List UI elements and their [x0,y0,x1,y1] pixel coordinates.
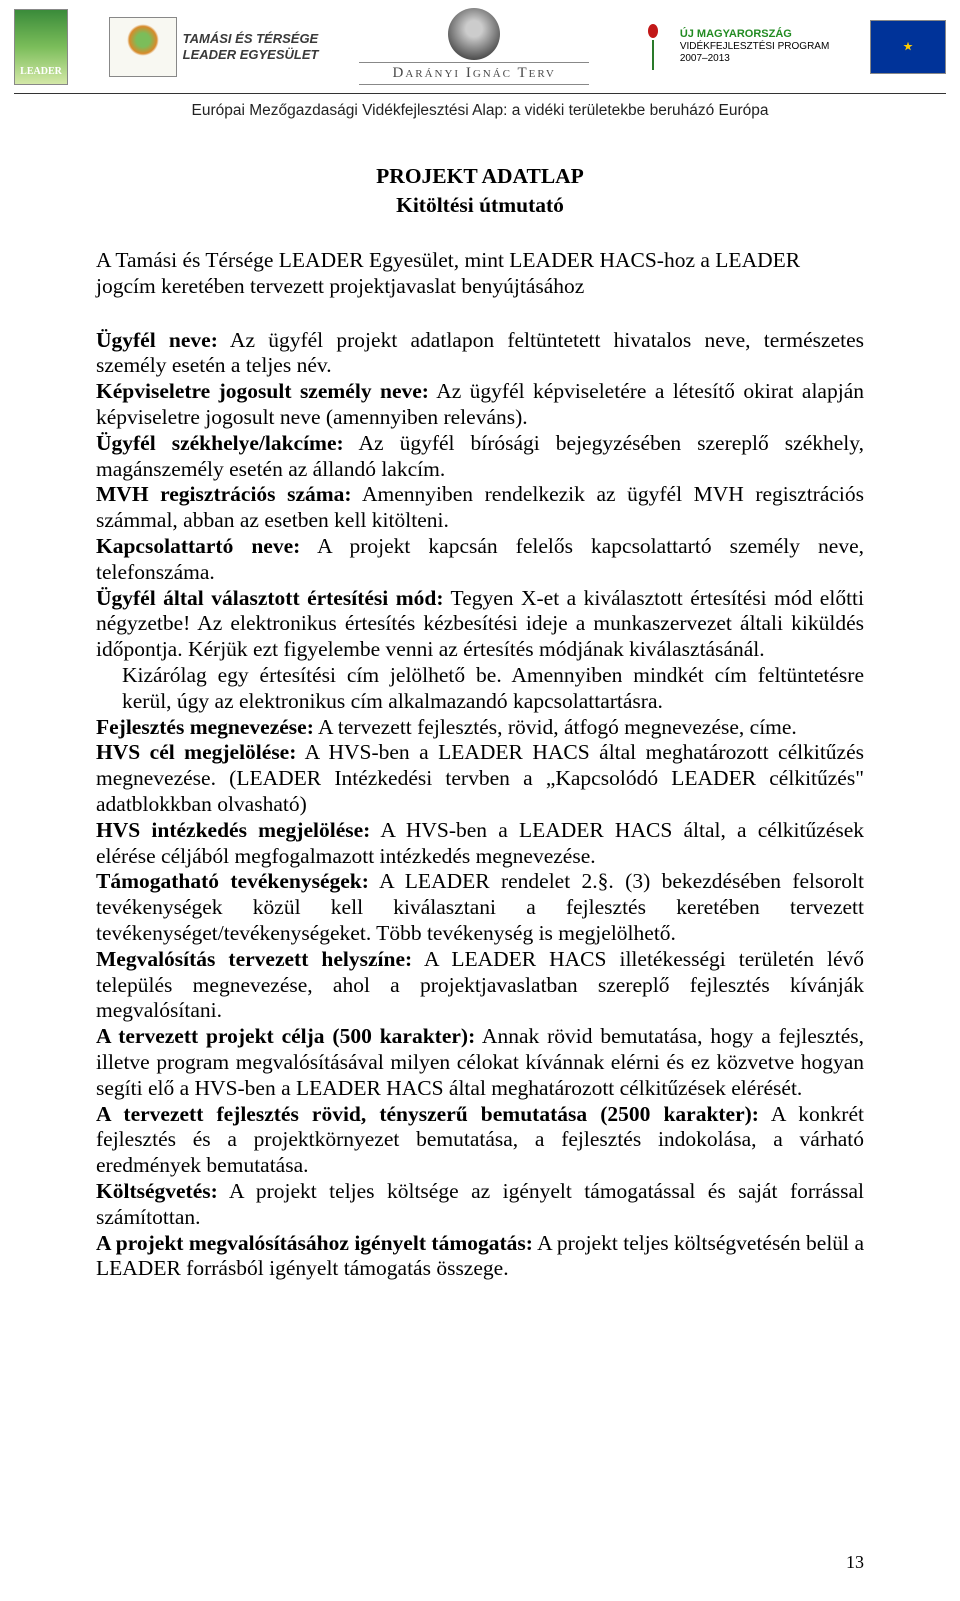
portrait-icon [448,8,500,60]
header-divider [14,93,946,94]
para-7: Fejlesztés megnevezése: A tervezett fejl… [96,715,864,741]
para-5: Kapcsolattartó neve: A projekt kapcsán f… [96,534,864,586]
para-9: HVS intézkedés megjelölése: A HVS-ben a … [96,818,864,870]
logo-umvp: ÚJ MAGYARORSZÁG VIDÉKFEJLESZTÉSI PROGRAM… [630,18,829,76]
tamasi-emblem [109,17,177,77]
umvp-line1: ÚJ MAGYARORSZÁG [680,28,792,40]
tree-icon [127,24,159,56]
leader-box: LEADER [14,9,68,85]
para-6a: Kizárólag egy értesítési cím jelölhető b… [96,663,864,715]
tamasi-line1: TAMÁSI ÉS TÉRSÉGE [183,31,319,47]
logo-leader: LEADER [14,9,68,85]
para-13: A tervezett fejlesztés rövid, tényszerű … [96,1102,864,1179]
logo-daranyi: Darányi Ignác Terv [359,8,589,85]
umvp-line3: 2007–2013 [680,53,730,64]
umvp-line2: VIDÉKFEJLESZTÉSI PROGRAM [680,41,829,52]
title-line2: Kitöltési útmutató [396,193,564,217]
daranyi-text: Darányi Ignác Terv [359,62,589,85]
page-number: 13 [846,1552,864,1573]
para-12: A tervezett projekt célja (500 karakter)… [96,1024,864,1101]
flower-icon [630,18,676,76]
para-14: Költségvetés: A projekt teljes költsége … [96,1179,864,1231]
logo-tamasi: TAMÁSI ÉS TÉRSÉGE LEADER EGYESÜLET [109,17,319,77]
doc-subtitle: A Tamási és Térsége LEADER Egyesület, mi… [96,248,864,300]
para-1: Ügyfél neve: Az ügyfél projekt adatlapon… [96,328,864,380]
eu-stars-icon: ⋆ [871,21,945,73]
header-subtext: Európai Mezőgazdasági Vidékfejlesztési A… [0,102,960,120]
content: PROJEKT ADATLAP Kitöltési útmutató A Tam… [0,162,960,1282]
para-2: Képviseletre jogosult személy neve: Az ü… [96,379,864,431]
title-line1: PROJEKT ADATLAP [376,164,584,188]
para-11: Megvalósítás tervezett helyszíne: A LEAD… [96,947,864,1024]
para-4: MVH regisztrációs száma: Amennyiben rend… [96,482,864,534]
umvp-text: ÚJ MAGYARORSZÁG VIDÉKFEJLESZTÉSI PROGRAM… [680,28,829,65]
para-8: HVS cél megjelölése: A HVS-ben a LEADER … [96,740,864,817]
para-6: Ügyfél által választott értesítési mód: … [96,586,864,663]
body-text: Ügyfél neve: Az ügyfél projekt adatlapon… [96,328,864,1282]
header-logos: LEADER TAMÁSI ÉS TÉRSÉGE LEADER EGYESÜLE… [0,0,960,91]
doc-title: PROJEKT ADATLAP Kitöltési útmutató [96,162,864,220]
tamasi-line2: LEADER EGYESÜLET [183,47,319,63]
para-10: Támogatható tevékenységek: A LEADER rend… [96,869,864,946]
tamasi-text: TAMÁSI ÉS TÉRSÉGE LEADER EGYESÜLET [183,31,319,62]
para-15: A projekt megvalósításához igényelt támo… [96,1231,864,1283]
eu-flag-icon: ⋆ [870,20,946,74]
para-3: Ügyfél székhelye/lakcíme: Az ügyfél bíró… [96,431,864,483]
